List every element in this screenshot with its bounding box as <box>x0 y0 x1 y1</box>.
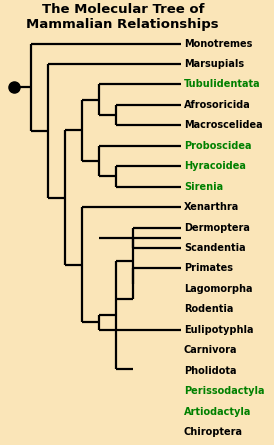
Text: Rodentia: Rodentia <box>184 304 233 314</box>
Text: Tubulidentata: Tubulidentata <box>184 80 261 89</box>
Title: The Molecular Tree of
Mammalian Relationships: The Molecular Tree of Mammalian Relation… <box>27 3 219 31</box>
Text: Pholidota: Pholidota <box>184 366 236 376</box>
Text: Eulipotyphla: Eulipotyphla <box>184 325 253 335</box>
Text: Chiroptera: Chiroptera <box>184 427 243 437</box>
Text: Primates: Primates <box>184 263 233 273</box>
Text: Monotremes: Monotremes <box>184 39 252 49</box>
Text: Macroscelidea: Macroscelidea <box>184 120 262 130</box>
Text: Artiodactyla: Artiodactyla <box>184 407 251 417</box>
Text: Marsupials: Marsupials <box>184 59 244 69</box>
Text: Proboscidea: Proboscidea <box>184 141 252 151</box>
Text: Lagomorpha: Lagomorpha <box>184 284 252 294</box>
Text: Sirenia: Sirenia <box>184 182 223 192</box>
Text: Perissodactyla: Perissodactyla <box>184 386 264 396</box>
Text: Xenarthra: Xenarthra <box>184 202 239 212</box>
Text: Afrosoricida: Afrosoricida <box>184 100 251 110</box>
Text: Scandentia: Scandentia <box>184 243 246 253</box>
Text: Hyracoidea: Hyracoidea <box>184 161 246 171</box>
Text: Carnivora: Carnivora <box>184 345 238 355</box>
Text: Dermoptera: Dermoptera <box>184 222 250 233</box>
